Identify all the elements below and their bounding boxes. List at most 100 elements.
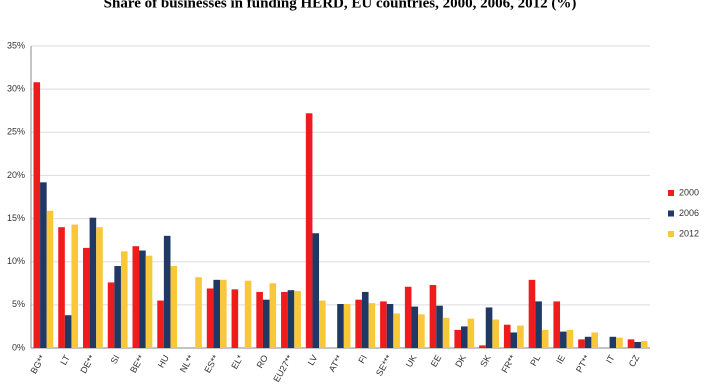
x-tick-label: EE	[429, 353, 444, 368]
x-tick-label: UK	[404, 353, 419, 369]
x-tick-label: PT**	[574, 353, 592, 374]
x-tick-label: EU27**	[271, 353, 295, 384]
legend-swatch	[668, 210, 674, 217]
bar	[479, 345, 486, 348]
legend-label: 2000	[679, 187, 699, 197]
bar	[33, 82, 41, 349]
bar	[157, 300, 164, 348]
bar	[578, 339, 585, 348]
bar	[485, 307, 493, 348]
bar	[584, 336, 592, 348]
bar	[609, 336, 617, 348]
x-tick-label: AT**	[327, 353, 345, 374]
bar	[566, 329, 574, 348]
bar	[305, 113, 313, 348]
bar	[492, 319, 499, 348]
bar	[429, 285, 437, 348]
bar	[553, 301, 561, 348]
x-tick-label: SI	[109, 353, 122, 365]
y-tick-label: 10%	[7, 256, 25, 266]
bar	[262, 299, 270, 348]
bar	[82, 247, 90, 348]
x-tick-label: FI	[356, 353, 369, 365]
x-tick-label: CZ	[627, 353, 642, 369]
y-tick-label: 30%	[7, 84, 25, 94]
bar	[634, 341, 641, 348]
bar	[503, 324, 511, 348]
bar	[436, 305, 443, 348]
bar	[343, 303, 351, 348]
x-tick-label: NL**	[178, 353, 196, 374]
bar	[231, 289, 239, 348]
bar	[40, 182, 47, 348]
bar	[89, 217, 97, 348]
x-tick-label: PL	[528, 353, 542, 368]
bar	[195, 277, 202, 348]
bar	[541, 329, 549, 348]
bar	[361, 291, 369, 348]
x-tick-label: IT	[604, 353, 617, 365]
y-tick-label: 35%	[7, 40, 25, 50]
x-tick-label: LT	[58, 353, 72, 367]
x-tick-label: LV	[306, 353, 320, 367]
bar	[404, 286, 412, 348]
bar	[206, 288, 214, 348]
bar	[411, 306, 419, 348]
bar	[64, 315, 72, 348]
bar	[454, 329, 461, 348]
x-tick-label: ES**	[202, 353, 220, 375]
bar	[139, 250, 146, 348]
bar	[386, 303, 394, 348]
legend-label: 2006	[679, 208, 699, 218]
bar	[107, 282, 115, 348]
x-tick-label: FR**	[499, 353, 517, 375]
bar	[319, 300, 326, 348]
bar	[145, 255, 153, 348]
bar	[294, 291, 301, 348]
bar	[114, 266, 121, 348]
bar	[467, 318, 475, 348]
chart-title: Share of businesses in funding HERD, EU …	[104, 0, 577, 11]
bar	[591, 332, 599, 348]
bar	[616, 337, 623, 348]
bar	[510, 332, 518, 348]
x-tick-label: DE**	[78, 353, 97, 375]
x-tick-label: BG**	[29, 353, 48, 376]
bar	[287, 290, 295, 348]
y-tick-label: 5%	[12, 299, 25, 309]
x-tick-label: BE**	[128, 353, 146, 375]
x-tick-label: DK	[453, 353, 468, 369]
bar	[418, 314, 425, 348]
legend-swatch	[668, 231, 674, 237]
bar	[213, 279, 221, 348]
legend-swatch	[668, 190, 674, 196]
y-tick-label: 0%	[12, 342, 25, 352]
bar	[535, 301, 542, 348]
bar	[281, 291, 288, 348]
bar	[312, 233, 320, 348]
bar	[120, 251, 128, 348]
bar	[256, 291, 263, 348]
bar	[640, 341, 648, 348]
legend-label: 2012	[679, 228, 699, 238]
x-tick-label: EL*	[229, 353, 245, 371]
bar	[220, 279, 227, 348]
bar	[442, 317, 450, 348]
bar	[460, 326, 468, 348]
bar	[337, 303, 344, 348]
x-tick-label: SK	[478, 353, 493, 368]
bar	[560, 331, 567, 348]
bar	[393, 313, 400, 348]
bar	[58, 227, 65, 348]
bar	[355, 299, 362, 348]
bar	[244, 280, 252, 348]
x-tick-label: IE	[554, 353, 567, 365]
x-tick-label: RO	[255, 353, 270, 370]
bar	[96, 227, 103, 348]
bar	[368, 303, 376, 348]
x-tick-label: SE***	[374, 353, 394, 378]
bar	[269, 283, 277, 348]
bar	[46, 210, 54, 348]
bar	[517, 325, 524, 348]
